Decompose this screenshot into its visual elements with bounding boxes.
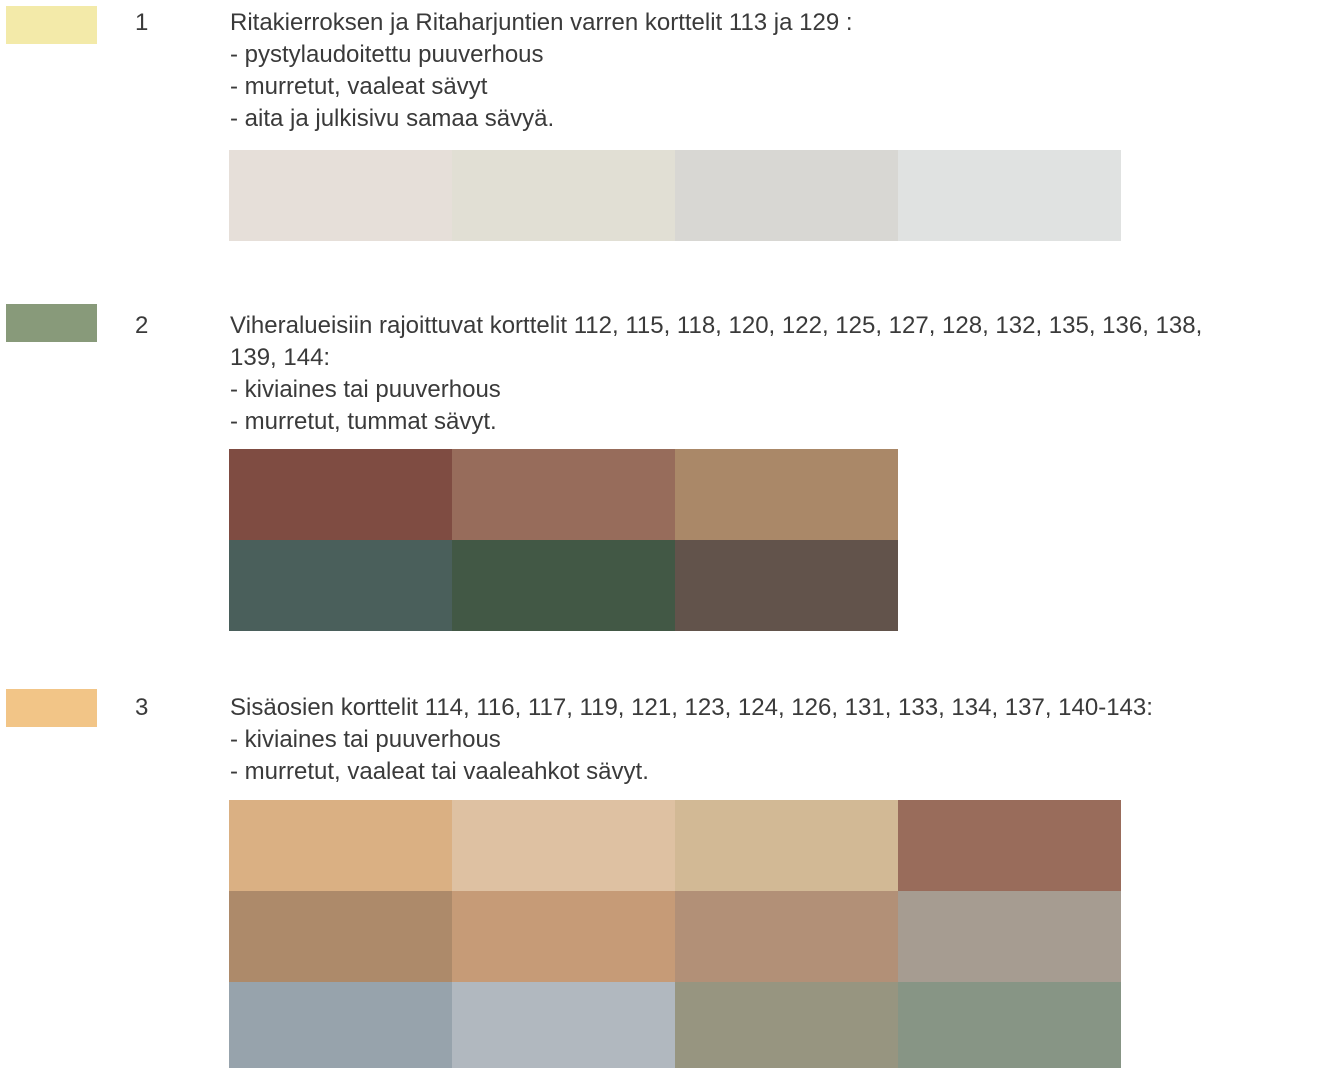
- color-chip: [675, 891, 898, 982]
- color-chip: [675, 449, 898, 540]
- color-chip: [675, 150, 898, 241]
- zone-bullet: - kiviaines tai puuverhous: [230, 376, 501, 403]
- color-chip: [229, 800, 452, 891]
- color-palette: [229, 800, 1121, 1068]
- color-chip: [898, 891, 1121, 982]
- color-chip: [452, 150, 675, 241]
- zone-number: 3: [135, 694, 149, 721]
- zone-bullet: - murretut, tummat sävyt.: [230, 408, 497, 435]
- color-chip: [452, 449, 675, 540]
- color-chip: [675, 982, 898, 1068]
- zone-description: Sisäosien korttelit 114, 116, 117, 119, …: [230, 692, 1320, 788]
- color-chip: [675, 540, 898, 631]
- color-palette: [229, 150, 1121, 241]
- color-chip: [452, 800, 675, 891]
- color-chip: [229, 891, 452, 982]
- color-chip: [898, 800, 1121, 891]
- legend-swatch: [6, 689, 97, 727]
- color-chip: [452, 891, 675, 982]
- color-chip: [229, 982, 452, 1068]
- zone-bullet: - pystylaudoitettu puuverhous: [230, 41, 544, 68]
- zone-3-section: 3 Sisäosien korttelit 114, 116, 117, 119…: [0, 680, 1324, 1068]
- zone-bullet: - aita ja julkisivu samaa sävyä.: [230, 105, 555, 132]
- legend-swatch: [6, 304, 97, 342]
- zone-heading: Viheralueisiin rajoittuvat korttelit 112…: [230, 312, 1203, 339]
- zone-heading: Ritakierroksen ja Ritaharjuntien varren …: [230, 9, 853, 36]
- color-chip: [898, 150, 1121, 241]
- zone-description: Ritakierroksen ja Ritaharjuntien varren …: [230, 7, 1320, 135]
- zone-heading-continued: 139, 144:: [230, 344, 331, 371]
- zone-bullet: - murretut, vaaleat tai vaaleahkot sävyt…: [230, 758, 649, 785]
- color-chip: [675, 800, 898, 891]
- color-palette: [229, 449, 898, 631]
- zone-number: 2: [135, 312, 149, 339]
- zone-description: Viheralueisiin rajoittuvat korttelit 112…: [230, 310, 1320, 438]
- color-chip: [452, 540, 675, 631]
- color-chip: [898, 982, 1121, 1068]
- zone-number: 1: [135, 9, 149, 36]
- legend-swatch: [6, 6, 97, 44]
- zone-1-section: 1 Ritakierroksen ja Ritaharjuntien varre…: [0, 0, 1324, 260]
- color-chip: [229, 449, 452, 540]
- color-chip: [229, 540, 452, 631]
- zone-bullet: - murretut, vaaleat sävyt: [230, 73, 488, 100]
- color-chip: [452, 982, 675, 1068]
- zone-2-section: 2 Viheralueisiin rajoittuvat korttelit 1…: [0, 290, 1324, 650]
- zone-bullet: - kiviaines tai puuverhous: [230, 726, 501, 753]
- color-chip: [229, 150, 452, 241]
- zone-heading: Sisäosien korttelit 114, 116, 117, 119, …: [230, 694, 1153, 721]
